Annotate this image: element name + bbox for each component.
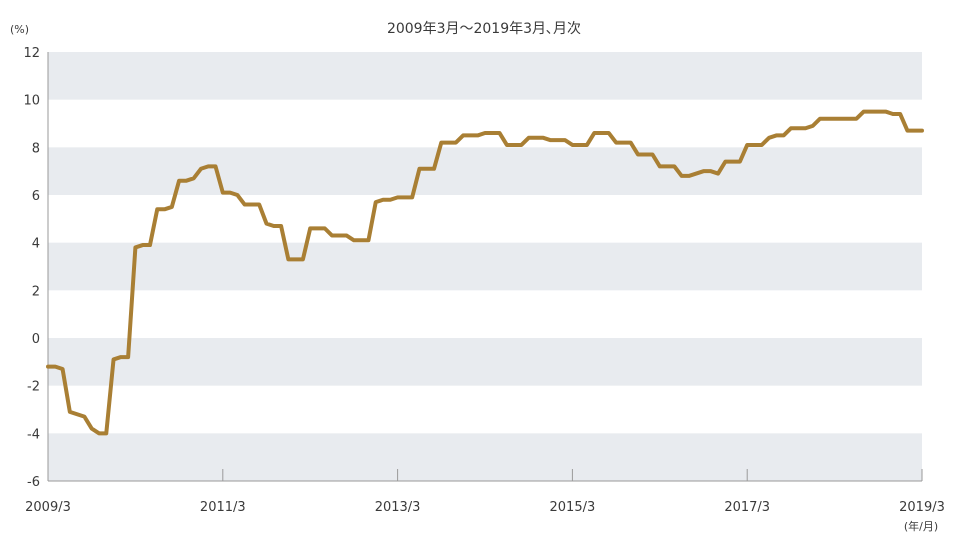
y-axis: -6 -4 -2 0 2 4 6 8 10 12: [23, 46, 40, 490]
y-tick-label: 2: [32, 284, 40, 299]
y-tick-label: -6: [27, 475, 40, 490]
x-tick-label: 2013/3: [375, 500, 421, 515]
grid-band: [48, 147, 922, 195]
y-tick-label: -4: [27, 427, 40, 442]
y-tick-label: 0: [32, 332, 40, 347]
y-tick-label: 10: [23, 94, 40, 109]
x-tick-label: 2009/3: [25, 500, 71, 515]
y-tick-label: 6: [32, 189, 40, 204]
x-tick-label: 2017/3: [724, 500, 770, 515]
y-tick-label: -2: [27, 380, 40, 395]
series-line: [46, 109, 924, 436]
x-tick-label: 2019/3: [899, 500, 945, 515]
x-tick-label: 2011/3: [200, 500, 246, 515]
x-axis-label: (年/月): [904, 519, 938, 533]
y-tick-label: 8: [32, 141, 40, 156]
chart-title: 2009年3月～2019年3月､月次: [387, 21, 581, 37]
x-tick-label: 2015/3: [550, 500, 596, 515]
series-group: [46, 109, 924, 436]
y-tick-label: 12: [23, 46, 40, 61]
grid-band: [48, 433, 922, 481]
grid-band: [48, 52, 922, 100]
grid-bands: [47, 52, 922, 482]
grid-band: [48, 242, 922, 291]
x-axis: 2009/3 2011/3 2013/3 2015/3 2017/3 2019/3: [25, 469, 945, 515]
grid-band: [48, 338, 922, 386]
y-tick-label: 4: [32, 237, 40, 252]
y-axis-label: (%): [10, 23, 29, 36]
